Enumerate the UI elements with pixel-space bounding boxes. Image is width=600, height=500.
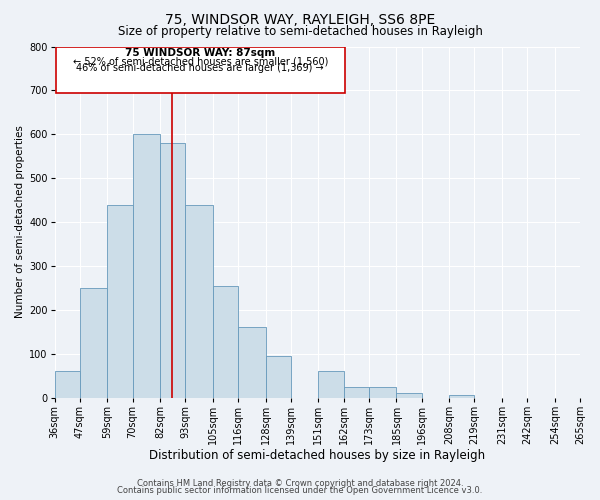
Text: ← 52% of semi-detached houses are smaller (1,560): ← 52% of semi-detached houses are smalle… — [73, 56, 328, 66]
Bar — [266, 356, 291, 398]
Bar — [107, 204, 133, 398]
Y-axis label: Number of semi-detached properties: Number of semi-detached properties — [15, 126, 25, 318]
Bar — [185, 204, 213, 398]
FancyBboxPatch shape — [56, 46, 345, 92]
Bar — [160, 143, 185, 398]
Bar — [213, 286, 238, 398]
Bar — [397, 393, 422, 398]
Text: 75 WINDSOR WAY: 87sqm: 75 WINDSOR WAY: 87sqm — [125, 48, 275, 58]
Bar — [319, 372, 344, 398]
Bar — [55, 372, 80, 398]
Bar — [344, 386, 369, 398]
Bar — [449, 396, 475, 398]
Text: Size of property relative to semi-detached houses in Rayleigh: Size of property relative to semi-detach… — [118, 25, 482, 38]
X-axis label: Distribution of semi-detached houses by size in Rayleigh: Distribution of semi-detached houses by … — [149, 450, 485, 462]
Bar — [80, 288, 107, 398]
Text: 75, WINDSOR WAY, RAYLEIGH, SS6 8PE: 75, WINDSOR WAY, RAYLEIGH, SS6 8PE — [165, 12, 435, 26]
Bar — [133, 134, 160, 398]
Text: Contains HM Land Registry data © Crown copyright and database right 2024.: Contains HM Land Registry data © Crown c… — [137, 478, 463, 488]
Text: 46% of semi-detached houses are larger (1,369) →: 46% of semi-detached houses are larger (… — [76, 63, 324, 73]
Bar — [238, 328, 266, 398]
Text: Contains public sector information licensed under the Open Government Licence v3: Contains public sector information licen… — [118, 486, 482, 495]
Bar — [369, 386, 397, 398]
